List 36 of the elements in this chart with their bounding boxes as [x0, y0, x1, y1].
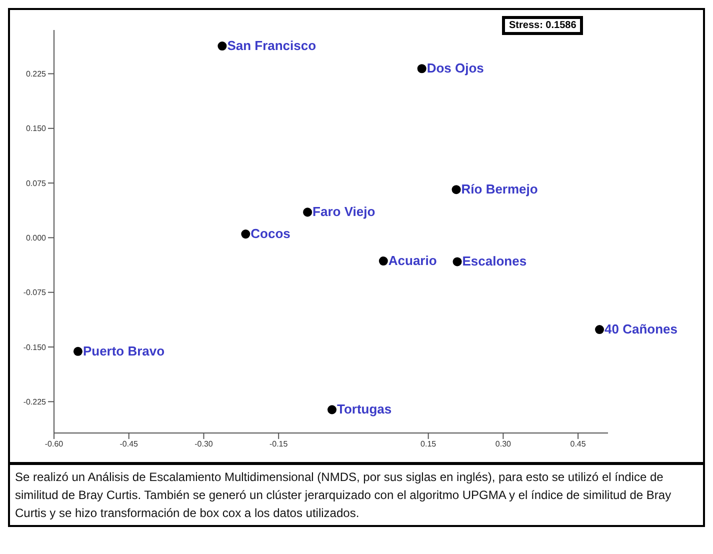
annotation: Faro Viejo — [312, 204, 376, 220]
point — [73, 346, 82, 356]
y-tick-label: -0.225 — [23, 398, 47, 407]
annotation: Escalones — [462, 254, 527, 269]
annotation: Río Bermejo — [461, 182, 538, 197]
point — [452, 185, 461, 194]
y-tick-label: 0.000 — [26, 234, 47, 243]
y-tick-label: 0.075 — [26, 178, 47, 188]
y-tick-label: -0.150 — [23, 342, 47, 352]
x-tick-label: -0.45 — [120, 440, 139, 449]
point — [241, 230, 250, 239]
annotation: Puerto Bravo — [82, 343, 165, 358]
x-tick-label: -0.15 — [269, 440, 288, 449]
annotation: Cocos — [250, 226, 290, 242]
point — [327, 405, 337, 414]
annotation: 40 Cañones — [604, 322, 678, 337]
point — [417, 64, 426, 74]
annotation: San Francisco — [227, 38, 316, 54]
annotation: Tortugas — [337, 402, 392, 417]
point — [303, 208, 312, 217]
y-tick-label: 0.150 — [26, 124, 47, 134]
point — [218, 42, 227, 51]
annotation: Acuario — [388, 253, 437, 268]
text: Se realizó un Análisis de Escalamiento Multidimensional (NMDS, por sus siglas en inglés), para esto se utilizó el índice de similitud de Bray Curtis. También se generó un clúster jerarquizado con el algoritmo UPGMA y el índice de similitud de Bray Curtis y se hizo transformación de box cox a los datos utilizados. — [8, 463, 705, 527]
point — [378, 256, 388, 266]
x-tick-label: 0.30 — [495, 440, 512, 449]
y-tick-label: 0.225 — [26, 70, 47, 79]
point — [595, 325, 604, 334]
annotation: Stress: 0.1586 — [502, 16, 584, 35]
x-tick-label: 0.45 — [570, 440, 586, 449]
x-tick-label: 0.15 — [420, 440, 437, 449]
point — [452, 257, 462, 266]
x-tick-label: -0.60 — [44, 440, 64, 449]
x-tick-label: -0.30 — [194, 440, 214, 449]
y-tick-label: -0.075 — [23, 288, 47, 298]
annotation: Dos Ojos — [426, 60, 484, 76]
